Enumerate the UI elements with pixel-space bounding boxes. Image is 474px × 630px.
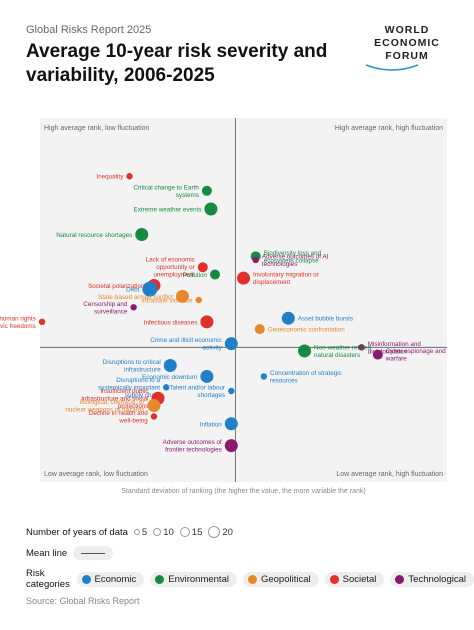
point-label-26: Talent and/or labour shortages [169, 385, 225, 400]
point-label-31: Adverse outcomes of frontier technologies [163, 439, 222, 454]
legend-size-5: 5 [133, 527, 147, 538]
point-label-2: Extreme weather events [134, 207, 202, 214]
scatter-chart: High average rank, low fluctuation High a… [0, 118, 447, 482]
point-label-4: Lack of economic opportunity or unemployme… [146, 257, 195, 279]
plot-area [40, 118, 447, 482]
x-axis-label: Standard deviation of ranking (the highe… [121, 488, 366, 495]
point-24 [260, 373, 268, 380]
point-20 [298, 344, 312, 358]
point-19 [372, 349, 383, 360]
point-label-1: Critical change to Earth systems [133, 184, 199, 199]
point-label-24: Concentration of strategic resources [270, 370, 342, 385]
point-26 [228, 387, 235, 395]
point-30 [147, 399, 161, 413]
point-label-12: Infectious diseases [144, 319, 198, 326]
point-25 [162, 384, 170, 391]
point-label-27: Insufficient public infrastructure and so… [82, 388, 149, 410]
point-label-3: Natural resource shortages [56, 232, 132, 239]
point-label-28: Inflation [200, 421, 223, 428]
point-12 [200, 315, 214, 329]
point-23 [200, 369, 214, 383]
point-7 [142, 281, 158, 297]
quadrant-label-top-left: High average rank, low fluctuation [44, 125, 150, 132]
point-14 [252, 256, 259, 264]
point-label-6: Societal polarization [88, 283, 145, 290]
wef-logo: WORLD ECONOMIC FORUM [362, 24, 452, 73]
point-5 [210, 269, 221, 280]
point-18 [358, 344, 365, 351]
point-label-17: Geoeconomic confrontation [268, 327, 346, 334]
quadrant-label-bottom-left: Low average rank, low fluctuation [44, 471, 148, 478]
point-22 [163, 359, 177, 373]
legend-category-societal: Societal [324, 571, 385, 587]
point-label-18: Misinformation and disinformation [368, 341, 422, 356]
legend-mean-label: Mean line [26, 547, 68, 559]
legend-categories-label: Risk categories [26, 568, 70, 590]
point-11 [38, 318, 46, 326]
point-31 [224, 439, 238, 453]
point-label-25: Disruptions to a systemically important su… [98, 377, 160, 399]
legend-category-geopolitical: Geopolitical [242, 571, 319, 587]
point-9 [175, 289, 189, 303]
logo-line-1: WORLD [384, 24, 430, 36]
point-16 [281, 311, 295, 325]
point-label-16: Asset bubble bursts [298, 316, 353, 323]
legend-size-20: 20 [208, 526, 233, 538]
point-label-30: Biological, chemical, or nuclear weapons … [65, 399, 144, 414]
point-label-15: Involuntary migration or displacement [253, 272, 319, 287]
point-label-11: Erosion of human rightsand/or civic free… [0, 315, 36, 330]
point-8 [195, 296, 202, 304]
chart-title: Average 10-year risk severity and variab… [26, 41, 328, 86]
point-label-19: Cyber espionage and warfare [385, 348, 446, 363]
point-21 [224, 337, 238, 351]
point-29 [150, 413, 158, 420]
legend-size-15: 15 [179, 527, 202, 538]
point-17 [254, 324, 265, 335]
point-label-29: Decline in health and well-being [89, 410, 148, 425]
point-label-14: Adverse outcomes of AI technologies [262, 253, 329, 268]
legend-years-label: Number of years of data [26, 526, 128, 538]
quadrant-label-top-right: High average rank, high fluctuation [335, 125, 443, 132]
point-label-8: Intrastate violence [141, 298, 193, 305]
logo-line-3: FORUM [385, 50, 429, 62]
point-0 [126, 173, 133, 180]
point-1 [201, 185, 212, 196]
legend-category-technological: Technological [390, 571, 474, 587]
source-note: Source: Global Risks Report [26, 596, 140, 606]
legend-category-environmental: Environmental [150, 571, 237, 587]
point-3 [135, 227, 149, 241]
point-label-7: Debt [126, 287, 140, 294]
point-label-23: Economic downturn [142, 374, 198, 381]
point-15 [237, 271, 250, 285]
legend-years: Number of years of data 5 10 15 20 [26, 526, 233, 538]
point-10 [130, 304, 137, 311]
quadrant-label-bottom-right: Low average rank, high fluctuation [336, 471, 443, 478]
point-label-9: State-based armed conflict [98, 294, 173, 301]
point-28 [224, 417, 238, 431]
point-2 [204, 202, 218, 216]
logo-swoosh-icon [365, 64, 419, 71]
point-label-5: Pollution [183, 272, 208, 279]
legend-categories: Risk categories Economic Environmental G… [26, 568, 474, 590]
legend-category-economic: Economic [76, 571, 145, 587]
point-label-22: Disruptions to critical infrastructure [103, 359, 162, 374]
point-label-13: Biodiversity loss and ecosystem collapse [264, 250, 322, 265]
point-label-20: Non-weather related natural disasters [314, 344, 372, 359]
legend-size-10: 10 [153, 527, 174, 538]
legend-mean: Mean line [26, 546, 114, 560]
mean-line-swatch [73, 546, 114, 560]
point-label-0: Inequality [96, 174, 124, 181]
report-subtitle: Global Risks Report 2025 [26, 24, 152, 36]
point-label-10: Censorship and surveillance [83, 301, 128, 316]
point-label-21: Crime and illicit economic activity [150, 337, 222, 352]
point-4 [197, 262, 208, 273]
logo-line-2: ECONOMIC [374, 37, 440, 49]
